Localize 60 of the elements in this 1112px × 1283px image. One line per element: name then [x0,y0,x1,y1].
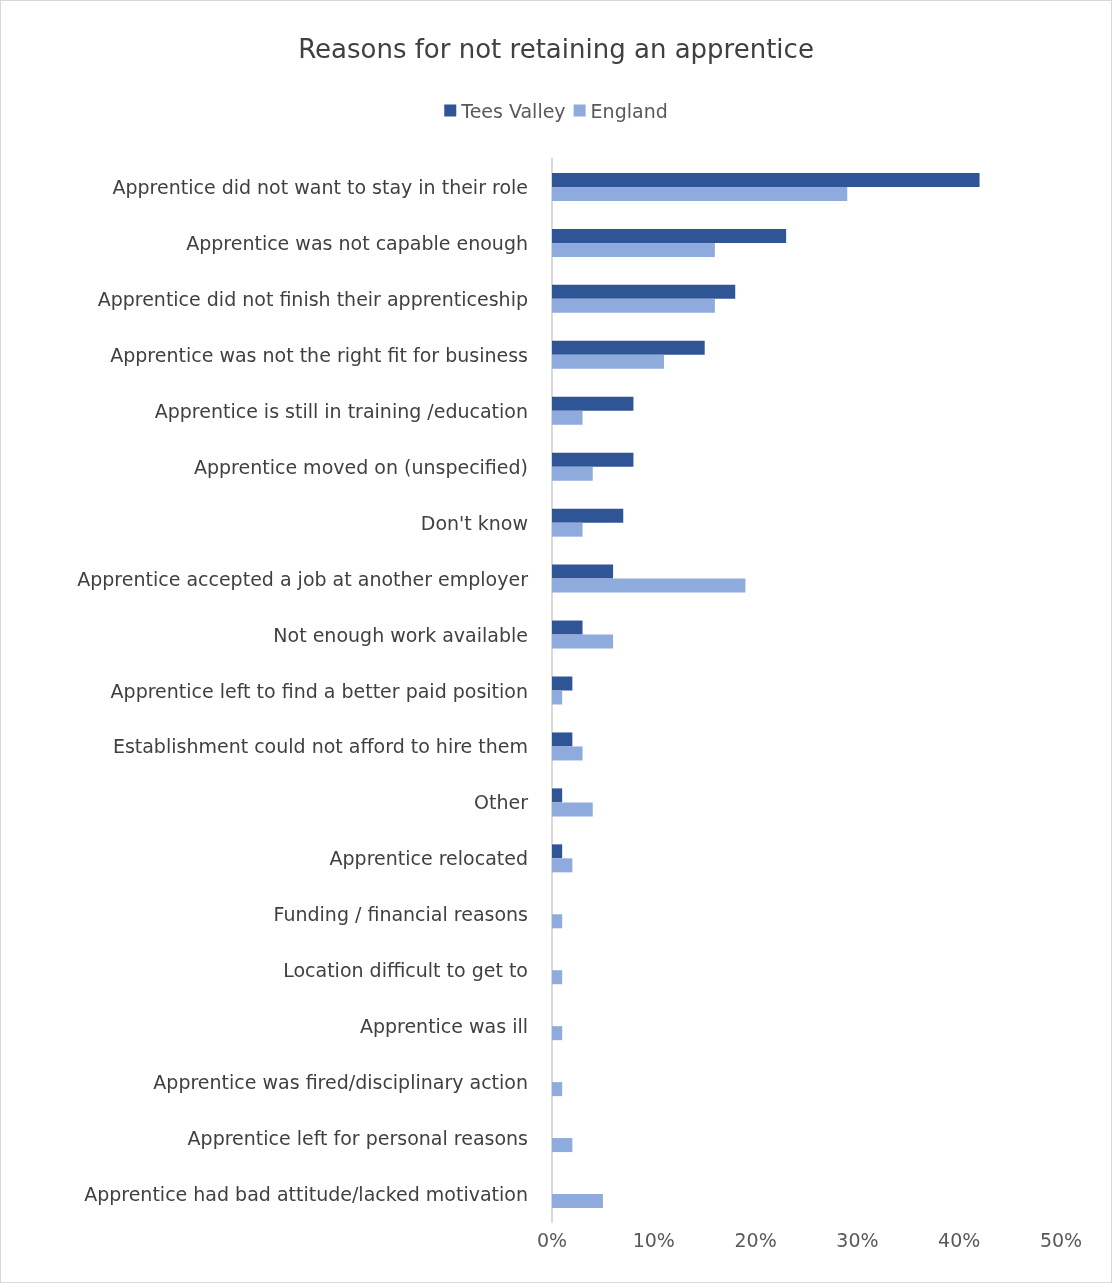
bar [552,858,573,873]
y-tick-label: Don't know [420,511,528,534]
bar [552,186,848,201]
bar [552,620,583,635]
y-tick-label: Apprentice was not the right fit for business [110,343,528,366]
bar [552,690,563,705]
bar [552,396,634,411]
chart-title: Reasons for not retaining an apprentice [298,34,814,64]
bar [552,172,980,187]
y-tick-label: Apprentice accepted a job at another employer [77,567,529,590]
bar [552,1082,563,1097]
bar [552,340,705,355]
y-tick-label: Not enough work available [273,623,528,646]
y-tick-label: Apprentice relocated [329,847,528,870]
bar [552,732,573,747]
x-tick-label: 40% [938,1228,981,1251]
bar [552,802,593,817]
bar [552,564,614,579]
bar [552,522,583,537]
x-tick-label: 10% [632,1228,675,1251]
y-tick-label: Apprentice did not want to stay in their role [112,175,528,198]
y-tick-label: Funding / financial reasons [273,903,528,926]
bar [552,298,715,313]
legend-label: England [590,99,668,122]
bar [552,242,715,257]
y-tick-label: Apprentice is still in training /education [154,399,528,422]
bar [552,676,573,691]
y-tick-label: Apprentice moved on (unspecified) [193,455,528,478]
x-tick-label: 0% [536,1228,568,1251]
bar [552,228,787,243]
bar [552,410,583,425]
bar [552,1026,563,1041]
y-tick-label: Establishment could not afford to hire them [112,735,528,758]
y-tick-label: Apprentice was fired/disciplinary action [153,1071,528,1094]
bar [552,508,624,523]
bar [552,466,593,481]
bar [552,634,614,649]
y-tick-label: Apprentice was not capable enough [186,231,528,254]
bar [552,746,583,761]
x-tick-label: 20% [734,1228,777,1251]
bar [552,354,664,369]
bar [552,844,563,859]
y-tick-label: Other [474,791,529,814]
y-tick-label: Apprentice was ill [359,1015,528,1038]
bar [552,284,736,299]
bar [552,1194,603,1209]
y-tick-label: Apprentice did not finish their apprenticeship [97,287,528,310]
y-tick-label: Apprentice left for personal reasons [187,1127,528,1150]
legend-label: Tees Valley [460,99,566,122]
bar [552,578,746,593]
bar [552,452,634,467]
bar [552,914,563,929]
y-tick-label: Location difficult to get to [283,959,528,982]
bar [552,788,563,803]
y-tick-label: Apprentice had bad attitude/lacked motivation [84,1183,528,1206]
y-tick-label: Apprentice left to find a better paid position [110,679,528,702]
x-tick-label: 30% [836,1228,879,1251]
bar [552,1138,573,1153]
bar [552,970,563,985]
x-tick-label: 50% [1039,1228,1083,1251]
